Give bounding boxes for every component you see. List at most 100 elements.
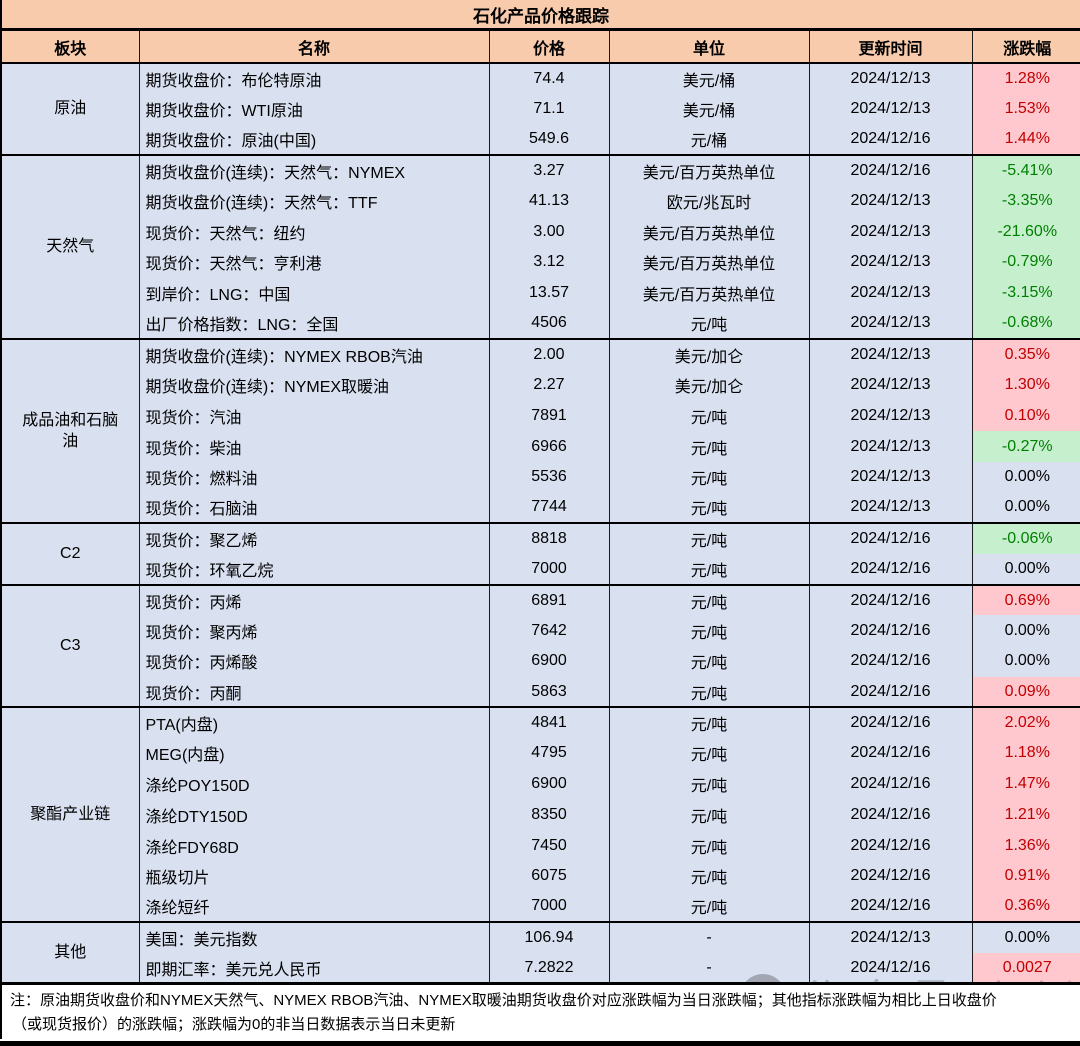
- price-cell: 6900: [488, 646, 609, 677]
- unit-cell: 元/吨: [608, 891, 809, 923]
- change-cell: -0.27%: [971, 431, 1080, 462]
- date-cell: 2024/12/13: [808, 400, 972, 432]
- name-cell: 瓶级切片: [138, 860, 489, 892]
- price-cell: 106.94: [488, 921, 609, 953]
- change-cell: 0.00%: [971, 554, 1080, 585]
- change-cell: 1.18%: [971, 738, 1080, 769]
- unit-cell: 元/桶: [608, 124, 809, 156]
- date-cell: 2024/12/13: [808, 277, 972, 309]
- change-cell: 0.35%: [971, 338, 1080, 370]
- column-header-name: 名称: [138, 31, 489, 64]
- table-row: 瓶级切片 6075 元/吨 2024/12/16 0.91%: [2, 860, 1080, 892]
- name-cell: 现货价：丙烯: [138, 583, 489, 616]
- change-cell: 0.36%: [971, 891, 1080, 923]
- unit-cell: 欧元/兆瓦时: [608, 185, 809, 217]
- change-cell: 0.00%: [971, 492, 1080, 524]
- date-cell: 2024/12/16: [808, 706, 972, 739]
- sector-label: 其他: [2, 921, 139, 984]
- price-cell: 74.4: [488, 62, 609, 94]
- footnote-line-1: 注：原油期货收盘价和NYMEX天然气、NYMEX RBOB汽油、NYMEX取暖油…: [10, 992, 997, 1010]
- change-cell: 1.21%: [971, 799, 1080, 831]
- table-row: 现货价：柴油 6966 元/吨 2024/12/13 -0.27%: [2, 431, 1080, 462]
- name-cell: 现货价：燃料油: [138, 461, 489, 493]
- name-cell: 现货价：天然气：纽约: [138, 216, 489, 248]
- date-cell: 2024/12/13: [808, 492, 972, 524]
- column-header-sector: 板块: [2, 31, 139, 64]
- name-cell: 现货价：汽油: [138, 400, 489, 432]
- price-cell: 4506: [488, 308, 609, 340]
- table-row: 原油 期货收盘价：布伦特原油 74.4 美元/桶 2024/12/13 1.28%: [2, 61, 1080, 156]
- unit-cell: 美元/加仑: [608, 369, 809, 401]
- unit-cell: 元/吨: [608, 615, 809, 647]
- price-table: 板块 名称 价格 单位 更新时间 涨跌幅 原油 期货收盘价：布伦特原油 74.4 美元…: [2, 31, 1080, 986]
- name-cell: 涤纶DTY150D: [138, 799, 489, 831]
- unit-cell: 美元/百万英热单位: [608, 277, 809, 309]
- column-header-price: 价格: [488, 31, 609, 64]
- date-cell: 2024/12/16: [808, 799, 972, 831]
- change-cell: 0.69%: [971, 583, 1080, 616]
- table-row: 出厂价格指数：LNG：全国 4506 元/吨 2024/12/13 -0.68%: [2, 308, 1080, 340]
- date-cell: 2024/12/13: [808, 62, 972, 94]
- table-row: C2 现货价：聚乙烯 8818 元/吨 2024/12/16 -0.06%: [2, 522, 1080, 585]
- name-cell: 期货收盘价：布伦特原油: [138, 62, 489, 94]
- price-cell: 7891: [488, 400, 609, 432]
- price-cell: 4841: [488, 706, 609, 739]
- name-cell: 现货价：环氧乙烷: [138, 554, 489, 585]
- name-cell: 期货收盘价：原油(中国): [138, 124, 489, 156]
- price-cell: 6891: [488, 583, 609, 616]
- price-cell: 7000: [488, 554, 609, 585]
- table-row: 期货收盘价(连续)：NYMEX取暖油 2.27 美元/加仑 2024/12/13 1.3…: [2, 369, 1080, 401]
- name-cell: 现货价：聚丙烯: [138, 615, 489, 647]
- unit-cell: 元/吨: [608, 676, 809, 708]
- price-cell: 2.27: [488, 369, 609, 401]
- change-cell: 0.00%: [971, 615, 1080, 647]
- name-cell: 即期汇率：美元兑人民币: [138, 952, 489, 984]
- date-cell: 2024/12/13: [808, 185, 972, 217]
- name-cell: 现货价：丙烯酸: [138, 646, 489, 677]
- table-row: 成品油和石脑油 期货收盘价(连续)：NYMEX RBOB汽油 2.00 美元/加仑 20…: [2, 338, 1080, 524]
- table-row: 涤纶POY150D 6900 元/吨 2024/12/16 1.47%: [2, 768, 1080, 800]
- table-row: C3 现货价：丙烯 6891 元/吨 2024/12/16 0.69%: [2, 583, 1080, 708]
- change-cell: 2.02%: [971, 706, 1080, 739]
- date-cell: 2024/12/16: [808, 830, 972, 861]
- date-cell: 2024/12/16: [808, 522, 972, 554]
- price-cell: 5863: [488, 676, 609, 708]
- price-cell: 7450: [488, 830, 609, 861]
- table-body: 原油 期货收盘价：布伦特原油 74.4 美元/桶 2024/12/13 1.28% 期货收盘…: [2, 61, 1080, 984]
- unit-cell: 元/吨: [608, 583, 809, 616]
- date-cell: 2024/12/16: [808, 676, 972, 708]
- bottom-border: [0, 1041, 1080, 1046]
- unit-cell: 美元/桶: [608, 62, 809, 94]
- date-cell: 2024/12/13: [808, 431, 972, 462]
- column-header-unit: 单位: [608, 31, 809, 64]
- table-row: 到岸价：LNG：中国 13.57 美元/百万英热单位 2024/12/13 -3.15%: [2, 277, 1080, 309]
- name-cell: 期货收盘价(连续)：NYMEX RBOB汽油: [138, 338, 489, 370]
- date-cell: 2024/12/16: [808, 891, 972, 923]
- unit-cell: 元/吨: [608, 860, 809, 892]
- name-cell: 到岸价：LNG：中国: [138, 277, 489, 309]
- date-cell: 2024/12/16: [808, 860, 972, 892]
- change-cell: 0.09%: [971, 676, 1080, 708]
- unit-cell: 元/吨: [608, 492, 809, 524]
- date-cell: 2024/12/16: [808, 738, 972, 769]
- table-row: 现货价：石脑油 7744 元/吨 2024/12/13 0.00%: [2, 492, 1080, 524]
- change-cell: 0.00%: [971, 921, 1080, 953]
- unit-cell: 美元/加仑: [608, 338, 809, 370]
- price-cell: 3.27: [488, 154, 609, 186]
- change-cell: -21.60%: [971, 216, 1080, 248]
- table-row: 现货价：环氧乙烷 7000 元/吨 2024/12/16 0.00%: [2, 554, 1080, 585]
- date-cell: 2024/12/16: [808, 124, 972, 156]
- change-cell: 1.53%: [971, 93, 1080, 125]
- unit-cell: 元/吨: [608, 522, 809, 554]
- change-cell: -0.68%: [971, 308, 1080, 340]
- change-cell: 1.28%: [971, 62, 1080, 94]
- name-cell: 期货收盘价(连续)：NYMEX取暖油: [138, 369, 489, 401]
- price-cell: 4795: [488, 738, 609, 769]
- price-cell: 7000: [488, 891, 609, 923]
- unit-cell: 元/吨: [608, 646, 809, 677]
- table-row: 涤纶FDY68D 7450 元/吨 2024/12/16 1.36%: [2, 830, 1080, 861]
- table-row: 天然气 期货收盘价(连续)：天然气：NYMEX 3.27 美元/百万英热单位 2024/…: [2, 154, 1080, 340]
- price-cell: 8818: [488, 522, 609, 554]
- table-row: 期货收盘价：WTI原油 71.1 美元/桶 2024/12/13 1.53%: [2, 93, 1080, 125]
- sector-label: 聚酯产业链: [2, 706, 139, 923]
